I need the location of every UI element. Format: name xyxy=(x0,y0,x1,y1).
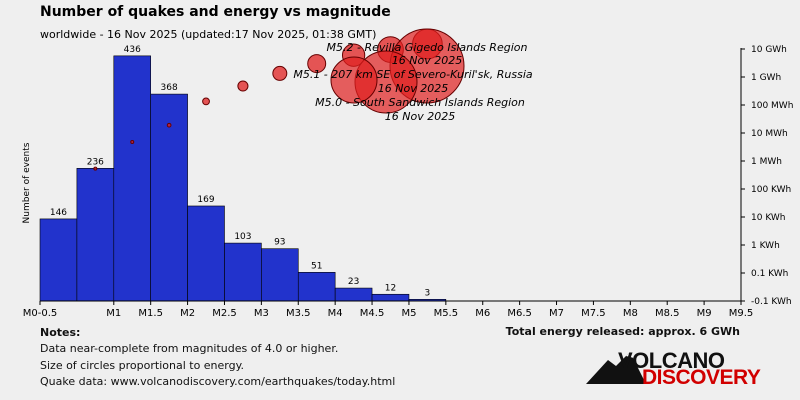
bar-count-label: 3 xyxy=(425,288,431,298)
histogram-bar xyxy=(334,287,373,302)
x-tick-label: M4 xyxy=(328,308,343,319)
x-tick-label: M9.5 xyxy=(729,308,754,319)
bar-count-label: 23 xyxy=(348,277,359,287)
energy-tick-label: 100 MWh xyxy=(751,101,793,111)
histogram-bar xyxy=(261,248,299,302)
total-energy: Total energy released: approx. 6 GWh xyxy=(505,325,740,338)
energy-circle xyxy=(166,122,172,128)
x-tick-label: M5 xyxy=(401,308,416,319)
event-annotation-title: M5.2 - Revilla Gigedo Islands Region xyxy=(327,41,528,54)
x-tick-label: M0-0.5 xyxy=(23,308,58,319)
histogram-bar xyxy=(39,218,78,302)
event-annotation-date: 16 Nov 2025 xyxy=(392,54,462,67)
chart-subtitle: worldwide - 16 Nov 2025 (updated:17 Nov … xyxy=(40,28,377,41)
notes-heading: Notes: xyxy=(40,326,81,339)
histogram-bar xyxy=(187,205,225,302)
logo-text-volcano: VOLCANO xyxy=(618,348,725,373)
volcano-logo-icon xyxy=(586,352,646,384)
energy-tick-label: 1 KWh xyxy=(751,241,780,251)
notes-line: Data near-complete from magnitudes of 4.… xyxy=(40,342,339,356)
x-tick-label: M7 xyxy=(549,308,564,319)
energy-tick-label: 100 KWh xyxy=(751,185,791,195)
histogram-bar xyxy=(76,168,115,302)
x-tick-label: M2.5 xyxy=(212,308,237,319)
event-annotation-date: 16 Nov 2025 xyxy=(385,110,455,123)
bar-count-label: 146 xyxy=(50,208,67,218)
energy-tick-label: -0.1 KWh xyxy=(751,297,792,307)
bar-count-label: 169 xyxy=(197,195,214,205)
event-annotation-title: M5.0 - South Sandwich Islands Region xyxy=(315,96,525,109)
energy-circle xyxy=(130,140,135,144)
x-tick-label: M3 xyxy=(254,308,269,319)
bar-count-label: 93 xyxy=(274,238,285,248)
energy-tick-label: 1 MWh xyxy=(751,157,782,167)
notes-line: Quake data: www.volcanodiscovery.com/ear… xyxy=(40,374,396,388)
bar-count-label: 436 xyxy=(124,45,141,55)
x-tick-label: M1.5 xyxy=(138,308,163,319)
x-tick-label: M7.5 xyxy=(581,308,606,319)
histogram-bar xyxy=(297,272,336,302)
energy-tick-label: 10 MWh xyxy=(751,129,788,139)
energy-circle-large xyxy=(330,56,378,104)
x-tick-label: M5.5 xyxy=(434,308,459,319)
x-tick-label: M9 xyxy=(697,308,712,319)
energy-tick-label: 0.1 KWh xyxy=(751,269,788,279)
energy-circle xyxy=(237,80,249,92)
x-tick-label: M6 xyxy=(475,308,490,319)
x-tick-label: M3.5 xyxy=(286,308,311,319)
notes: Notes: Data near-complete from magnitude… xyxy=(40,325,395,390)
energy-circle xyxy=(307,54,327,74)
histogram-bar xyxy=(224,242,262,302)
x-tick-label: M6.5 xyxy=(507,308,532,319)
energy-circle xyxy=(272,65,288,81)
x-tick-label: M8 xyxy=(623,308,638,319)
bar-count-label: 103 xyxy=(234,232,251,242)
notes-line: Size of circles proportional to energy. xyxy=(40,358,245,372)
energy-tick-label: 1 GWh xyxy=(751,73,781,83)
energy-circle xyxy=(93,166,98,171)
x-tick-label: M4.5 xyxy=(360,308,385,319)
x-tick-label: M1 xyxy=(106,308,121,319)
bar-count-label: 236 xyxy=(87,157,104,167)
energy-tick-label: 10 KWh xyxy=(751,213,786,223)
energy-tick-label: 10 GWh xyxy=(751,45,787,55)
bar-count-label: 12 xyxy=(385,283,396,293)
bar-count-label: 368 xyxy=(161,83,178,93)
event-annotation-title: M5.1 - 207 km SE of Severo-Kuril'sk, Rus… xyxy=(293,68,533,81)
x-tick-label: M2 xyxy=(180,308,195,319)
bar-count-label: 51 xyxy=(311,261,322,271)
logo-text-discovery: DISCOVERY xyxy=(642,366,761,389)
energy-circle xyxy=(202,97,210,106)
event-annotation-date: 16 Nov 2025 xyxy=(378,82,448,95)
chart-title: Number of quakes and energy vs magnitude xyxy=(40,4,391,20)
histogram-bar xyxy=(113,55,151,302)
x-tick-label: M8.5 xyxy=(655,308,680,319)
volcano-discovery-logo[interactable]: VOLCANO DISCOVERY xyxy=(586,348,766,389)
histogram-bar xyxy=(371,293,410,302)
